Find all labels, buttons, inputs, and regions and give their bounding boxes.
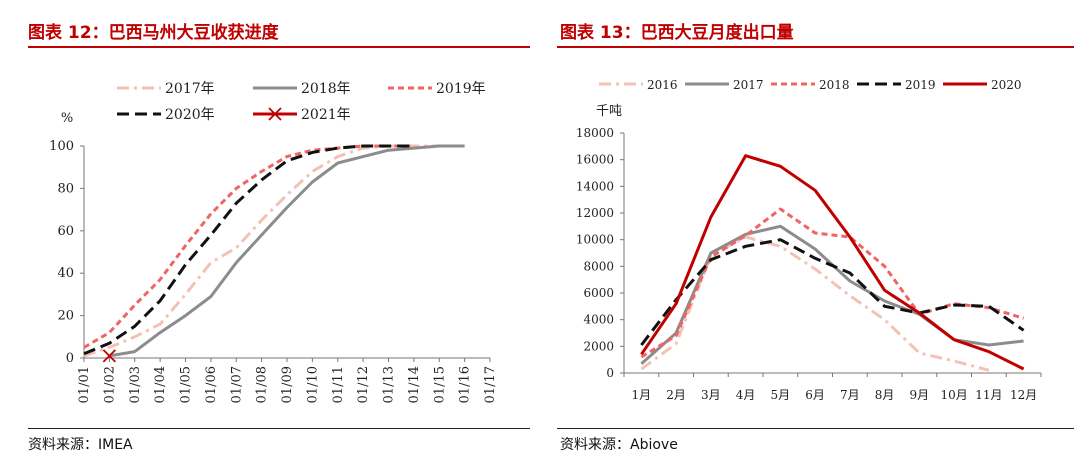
x-tick-label: 01/11 xyxy=(331,366,346,403)
y-tick-label: 0 xyxy=(66,351,74,366)
harvest-progress-chart: 0 20 40 60 80 100% 01/01 01/02 01/03 01/04 01/05 01… xyxy=(49,81,498,403)
y-tick-label: 0 xyxy=(606,366,614,380)
x-tick-label: 01/01 xyxy=(77,366,92,403)
chart-title: 图表 13：巴西大豆月度出口量 xyxy=(560,23,794,43)
x-tick-label: 4月 xyxy=(736,388,756,402)
series-line-2019年 xyxy=(83,144,414,349)
y-tick-label: 8000 xyxy=(583,259,614,273)
chart-panel-monthly-exports: 图表 13：巴西大豆月度出口量 0 2000 4000 6000 8000 10000 12… xyxy=(557,0,1074,467)
x-tick-label: 01/04 xyxy=(153,366,168,403)
x-tick-label: 01/14 xyxy=(407,366,422,403)
x-tick-label: 1月 xyxy=(632,388,652,402)
x-tick-label: 01/02 xyxy=(102,366,117,403)
y-tick-label: 18000 xyxy=(576,126,614,140)
legend-label-2018: 2018 xyxy=(819,78,850,92)
x-tick-label: 9月 xyxy=(910,388,930,402)
series-line-2020 xyxy=(640,154,1025,371)
chart-title: 图表 12：巴西马州大豆收获进度 xyxy=(28,23,279,43)
y-tick-label: 16000 xyxy=(576,153,614,167)
series-marker-2021年 xyxy=(102,349,117,363)
x-tick-label: 01/06 xyxy=(204,366,219,403)
y-tick-label: 10000 xyxy=(576,233,614,247)
chart-source: 资料来源：Abiove xyxy=(560,437,678,453)
chart-panel-harvest-progress: 图表 12：巴西马州大豆收获进度 0 20 40 60 80 100% 01/01 01/02… xyxy=(0,0,530,467)
series-line-2017年 xyxy=(83,144,440,358)
x-tick-label: 6月 xyxy=(805,388,825,402)
y-tick-label: 12000 xyxy=(576,206,614,220)
x-tick-label: 01/10 xyxy=(305,366,320,403)
x-tick-label: 01/15 xyxy=(432,366,447,403)
title-divider xyxy=(557,46,1074,48)
x-tick-label: 01/13 xyxy=(382,366,397,403)
y-tick-label: 4000 xyxy=(583,313,614,327)
chart-source: 资料来源：IMEA xyxy=(28,437,133,453)
source-divider xyxy=(28,428,530,429)
x-tick-label: 01/17 xyxy=(483,366,498,403)
series-line-2020年 xyxy=(83,144,414,356)
y-tick-label: 2000 xyxy=(583,339,614,353)
legend-marker-2021年 xyxy=(268,107,282,121)
legend-label-2020年: 2020年 xyxy=(165,107,215,123)
legend-label-2020: 2020 xyxy=(991,78,1022,92)
x-tick-label: 2月 xyxy=(666,388,686,402)
x-tick-label: 8月 xyxy=(875,388,895,402)
legend-label-2017年: 2017年 xyxy=(165,81,215,97)
legend-label-2021年: 2021年 xyxy=(301,107,351,123)
legend-label-2017: 2017 xyxy=(733,78,764,92)
series-line-2019 xyxy=(640,238,1025,346)
legend-label-2019: 2019 xyxy=(905,78,936,92)
x-tick-label: 7月 xyxy=(840,388,860,402)
y-tick-label: 100 xyxy=(49,139,74,154)
x-tick-label: 12月 xyxy=(1010,388,1037,402)
y-tick-label: 14000 xyxy=(576,179,614,193)
x-tick-label: 01/07 xyxy=(229,366,244,403)
y-axis-unit-label: 千吨 xyxy=(596,104,622,119)
source-divider xyxy=(557,428,1074,429)
y-tick-label: 40 xyxy=(57,266,74,281)
legend-label-2019年: 2019年 xyxy=(436,81,486,97)
title-divider xyxy=(28,46,530,48)
legend-label-2018年: 2018年 xyxy=(301,81,351,97)
y-tick-label: 6000 xyxy=(583,286,614,300)
x-tick-label: 01/12 xyxy=(356,366,371,403)
y-tick-label: 20 xyxy=(57,309,74,324)
x-tick-label: 5月 xyxy=(771,388,791,402)
legend-label-2016: 2016 xyxy=(647,78,678,92)
y-axis-unit-label: % xyxy=(61,111,73,126)
x-tick-label: 01/03 xyxy=(128,366,143,403)
x-tick-label: 01/09 xyxy=(280,366,295,403)
x-tick-label: 3月 xyxy=(701,388,721,402)
y-tick-label: 60 xyxy=(57,224,74,239)
monthly-exports-chart: 0 2000 4000 6000 8000 10000 12000 14000 16000 180… xyxy=(576,78,1042,402)
x-tick-label: 10月 xyxy=(940,388,967,402)
x-tick-label: 11月 xyxy=(975,388,1002,402)
series-line-2016 xyxy=(640,235,990,372)
x-tick-label: 01/16 xyxy=(458,366,473,403)
y-tick-label: 80 xyxy=(57,181,74,196)
x-tick-label: 01/05 xyxy=(179,366,194,403)
series-line-2018年 xyxy=(109,144,465,358)
x-tick-label: 01/08 xyxy=(255,366,270,403)
